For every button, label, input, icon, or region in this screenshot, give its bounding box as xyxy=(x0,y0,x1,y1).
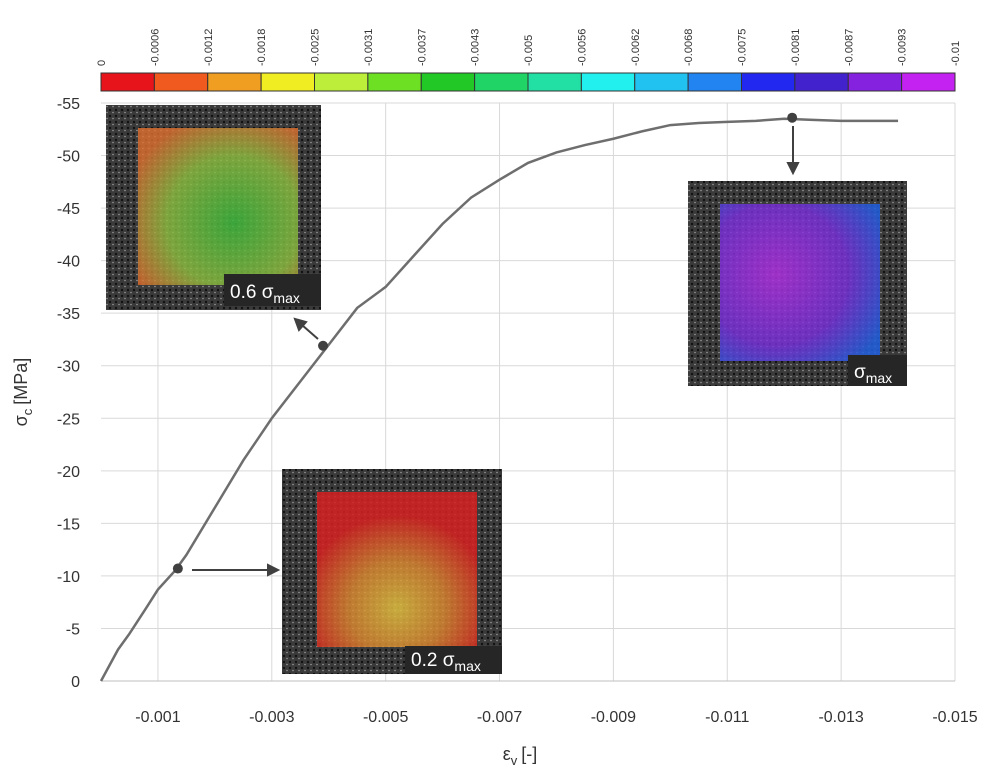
x-label-unit: [-] xyxy=(521,744,537,764)
colorbar-tick-label: -0.0093 xyxy=(897,29,909,66)
x-label-sub: v xyxy=(511,753,518,768)
y-tick-label: -15 xyxy=(57,516,80,533)
y-tick-label: -30 xyxy=(57,359,80,376)
colorbar-tick-label: -0.0012 xyxy=(203,29,215,66)
x-axis-label: εv [-] xyxy=(503,744,538,768)
y-tick-label: -5 xyxy=(66,621,80,638)
colorbar-segment xyxy=(100,72,155,92)
y-label-unit: [MPa] xyxy=(11,358,31,405)
y-tick-label: -40 xyxy=(57,254,80,271)
inset-image xyxy=(688,181,907,386)
colorbar-segment xyxy=(153,72,209,92)
colorbar-tick-label: -0.0075 xyxy=(737,29,749,66)
colorbar-tick-label: -0.0087 xyxy=(843,29,855,66)
y-tick-label: -55 xyxy=(57,96,80,113)
colorbar-segment xyxy=(207,72,262,92)
colorbar-tick-label: -0.0018 xyxy=(256,29,268,66)
colorbar-tick-label: -0.0037 xyxy=(416,29,428,66)
x-tick-label: -0.009 xyxy=(591,709,636,726)
y-tick-label: -10 xyxy=(57,569,80,586)
y-tick-label: -35 xyxy=(57,306,80,323)
x-tick-label: -0.003 xyxy=(249,709,294,726)
colorbar-segment xyxy=(634,72,689,92)
colorbar-tick-label: -0.0062 xyxy=(630,29,642,66)
plot xyxy=(99,117,899,682)
colorbar-tick-label: -0.0068 xyxy=(683,29,695,66)
colorbar-segment xyxy=(474,72,529,92)
colorbar-segment xyxy=(901,72,956,92)
colorbar-tick-label: -0.0056 xyxy=(576,29,588,66)
point xyxy=(787,112,798,123)
annotation-box xyxy=(848,355,907,386)
colorbar-segment xyxy=(527,72,582,92)
x-tick-label: -0.013 xyxy=(818,709,863,726)
y-label-sub: c xyxy=(20,408,35,415)
x-label-text: ε xyxy=(503,744,511,764)
inset-image xyxy=(282,469,502,674)
colorbar-tick-label: -0.0031 xyxy=(363,29,375,66)
colorbar: 0 -0.0006 -0.0012 -0.0018 -0.0025 -0.0031 -0.0… xyxy=(96,29,962,92)
x-tick-label: -0.007 xyxy=(477,709,522,726)
colorbar-segment xyxy=(314,72,369,92)
annotation-sub: max xyxy=(273,290,299,306)
colorbar-tick-label: 0 xyxy=(96,60,108,66)
annotation-text: σ xyxy=(854,362,866,383)
colorbar-tick-label: -0.0025 xyxy=(310,29,322,66)
colorbar-segment xyxy=(794,72,849,92)
colorbar-segment xyxy=(687,72,742,92)
colorbar-tick-label: -0.0081 xyxy=(790,29,802,66)
annotation-text: 0.2 σ xyxy=(411,650,455,671)
y-tick-label: 0 xyxy=(71,674,80,691)
annotation-box xyxy=(224,274,321,306)
colorbar-segment xyxy=(847,72,903,92)
x-tick-label: -0.011 xyxy=(705,709,749,726)
point xyxy=(172,563,183,574)
x-tick-label: -0.001 xyxy=(135,709,180,726)
colorbar-segment xyxy=(580,72,636,92)
x-tick-label: -0.015 xyxy=(932,709,977,726)
colorbar-tick-label: -0.01 xyxy=(950,41,962,66)
y-tick-label: -45 xyxy=(57,201,80,218)
colorbar-segment xyxy=(367,72,422,92)
annotation: 0.6 σmax xyxy=(230,282,300,306)
y-label-text: σ xyxy=(11,415,31,426)
colorbar-segment xyxy=(420,72,476,92)
annotation-box xyxy=(405,646,502,674)
y-tick-label: -20 xyxy=(57,464,80,481)
annotation-sub: max xyxy=(866,370,892,386)
point xyxy=(318,340,329,351)
colorbar-tick-label: -0.0043 xyxy=(470,29,482,66)
y-tick-label: -50 xyxy=(57,149,80,166)
colorbar-segment xyxy=(741,72,796,92)
annotation: σmax xyxy=(854,362,892,386)
annotation-text: 0.6 σ xyxy=(230,282,274,303)
colorbar-segment xyxy=(260,72,315,92)
arrows xyxy=(192,126,800,577)
annotation: 0.2 σmax xyxy=(411,650,481,674)
colorbar-tick-label: -0.0006 xyxy=(149,29,161,66)
x-tick-label: -0.005 xyxy=(363,709,408,726)
y-tick-label: -25 xyxy=(57,411,80,428)
colorbar-tick-label: -0.005 xyxy=(523,35,535,66)
annotation-sub: max xyxy=(454,658,480,674)
line xyxy=(99,117,899,682)
y-axis-label: σc [MPa] xyxy=(11,358,35,427)
